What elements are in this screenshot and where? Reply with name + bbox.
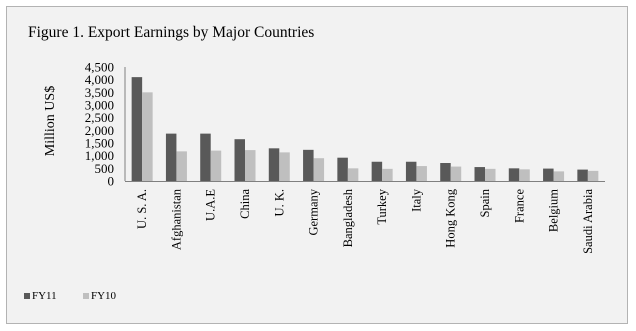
y-tick-label: 1,500	[85, 136, 114, 151]
bar-fy10	[313, 158, 325, 181]
bar-fy10	[279, 152, 290, 181]
category-label: France	[512, 189, 526, 223]
legend-label: FY11	[32, 290, 57, 302]
bar-fy10	[587, 170, 599, 181]
bar-fy11	[337, 157, 348, 181]
category-label: Belgium	[547, 189, 561, 232]
bar-fy11	[577, 169, 588, 181]
legend-swatch-fy11	[24, 293, 30, 299]
y-tick-label: 3,000	[85, 98, 114, 113]
bar-fy10	[245, 150, 256, 181]
bar-fy10	[485, 168, 496, 181]
category-label: Hong Kong	[444, 188, 458, 247]
bar-fy10	[142, 92, 153, 181]
axes	[124, 67, 605, 182]
export-earnings-chart: Figure 1. Export Earnings by Major Count…	[24, 24, 605, 302]
bar-fy10	[210, 150, 222, 181]
y-tick-label: 2,500	[85, 110, 114, 125]
y-axis-label: Million US$	[43, 86, 58, 156]
y-tick-label: 3,500	[85, 85, 114, 100]
bar-fy10	[450, 166, 462, 181]
y-tick-label: 4,000	[85, 72, 114, 87]
category-label: Bangladesh	[341, 188, 355, 247]
bar-fy11	[508, 168, 520, 181]
bar-fy10	[347, 168, 359, 181]
category-label: Italy	[409, 188, 423, 212]
bar-fy11	[371, 161, 383, 181]
bar-fy11	[405, 161, 417, 181]
bars	[131, 77, 599, 181]
bar-fy11	[131, 77, 143, 181]
category-label: Germany	[307, 188, 321, 235]
category-label: U.A.E	[204, 189, 218, 221]
bar-fy11	[543, 168, 554, 181]
chart-frame: Figure 1. Export Earnings by Major Count…	[6, 6, 628, 324]
legend: FY11 FY10	[24, 290, 117, 302]
bar-fy11	[474, 167, 485, 181]
legend-label: FY10	[91, 290, 117, 302]
legend-swatch-fy10	[83, 293, 89, 299]
bar-fy11	[440, 163, 451, 181]
bar-fy10	[416, 166, 427, 181]
bar-fy10	[519, 169, 530, 181]
x-axis-categories: U. S. A. Afghanistan U.A.E China U. K. German…	[135, 188, 595, 254]
bar-fy11	[268, 148, 280, 181]
category-label: China	[238, 189, 252, 219]
bar-fy10	[382, 168, 393, 181]
bar-fy11	[165, 133, 177, 181]
bar-fy11	[303, 149, 314, 181]
y-axis-ticks: 4,5004,0003,5003,0002,5002,0001,5001,000…	[85, 60, 114, 189]
y-tick-label: 500	[95, 161, 115, 176]
bar-fy10	[176, 151, 187, 181]
bar-fy10	[553, 171, 565, 181]
chart-title: Figure 1. Export Earnings by Major Count…	[28, 24, 314, 41]
category-label: U. K.	[272, 189, 286, 216]
y-tick-label: 4,500	[85, 60, 114, 75]
bar-fy11	[234, 139, 245, 181]
y-tick-label: 1,000	[85, 148, 114, 163]
category-label: Spain	[478, 188, 492, 217]
y-tick-label: 0	[108, 174, 115, 189]
category-label: Turkey	[375, 188, 389, 224]
y-tick-label: 2,000	[85, 123, 114, 138]
category-label: Saudi Arabia	[581, 189, 595, 254]
category-label: U. S. A.	[135, 189, 149, 229]
bar-fy11	[200, 133, 211, 181]
category-label: Afghanistan	[169, 188, 183, 250]
